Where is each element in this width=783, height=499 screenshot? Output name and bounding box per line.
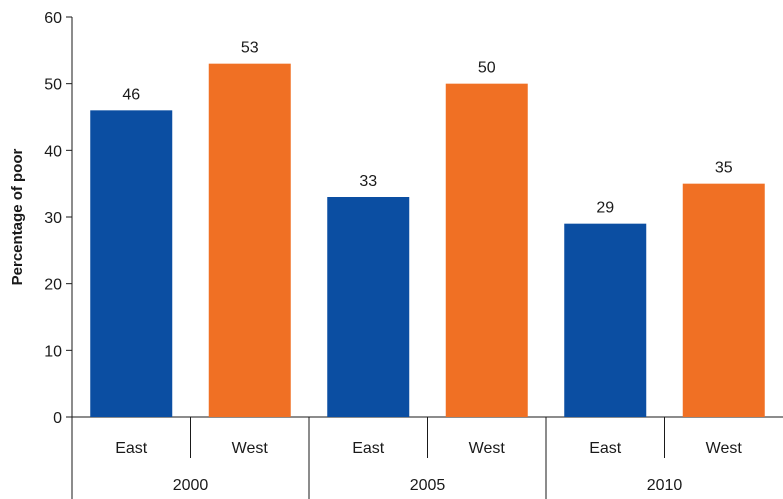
y-axis-title: Percentage of poor: [9, 148, 26, 285]
group-label-2000: 2000: [173, 477, 209, 494]
bar-2005-west: [445, 83, 528, 418]
y-tick-label-10: 10: [44, 343, 62, 360]
bar-2000-east: [90, 110, 173, 417]
group-label-2010: 2010: [647, 477, 683, 494]
data-label-2000-west: 53: [241, 40, 259, 57]
data-label-2010-west: 35: [715, 160, 733, 177]
category-label-2005-east: East: [352, 440, 385, 457]
category-label-2010-west: West: [706, 440, 743, 457]
bar-2000-west: [208, 63, 291, 418]
y-tick-label-30: 30: [44, 210, 62, 227]
category-label-2000-east: East: [115, 440, 148, 457]
bar-2010-east: [564, 223, 647, 417]
category-label-2000-west: West: [232, 440, 269, 457]
y-tick-label-40: 40: [44, 143, 62, 160]
bar-2010-west: [682, 183, 765, 417]
data-label-2010-east: 29: [596, 200, 614, 217]
data-label-2000-east: 46: [122, 86, 140, 103]
category-label-2010-east: East: [589, 440, 622, 457]
y-tick-label-0: 0: [53, 410, 62, 427]
plot-layer: 0 10 20 30 40 50 60 46 East 53 West 33 East 50 West 29 E…: [44, 10, 765, 499]
y-tick-label-50: 50: [44, 77, 62, 94]
y-tick-label-20: 20: [44, 277, 62, 294]
bar-2005-east: [327, 197, 410, 417]
category-label-2005-west: West: [469, 440, 506, 457]
group-label-2005: 2005: [410, 477, 446, 494]
y-tick-label-60: 60: [44, 10, 62, 27]
data-label-2005-east: 33: [359, 173, 377, 190]
data-label-2005-west: 50: [478, 60, 496, 77]
